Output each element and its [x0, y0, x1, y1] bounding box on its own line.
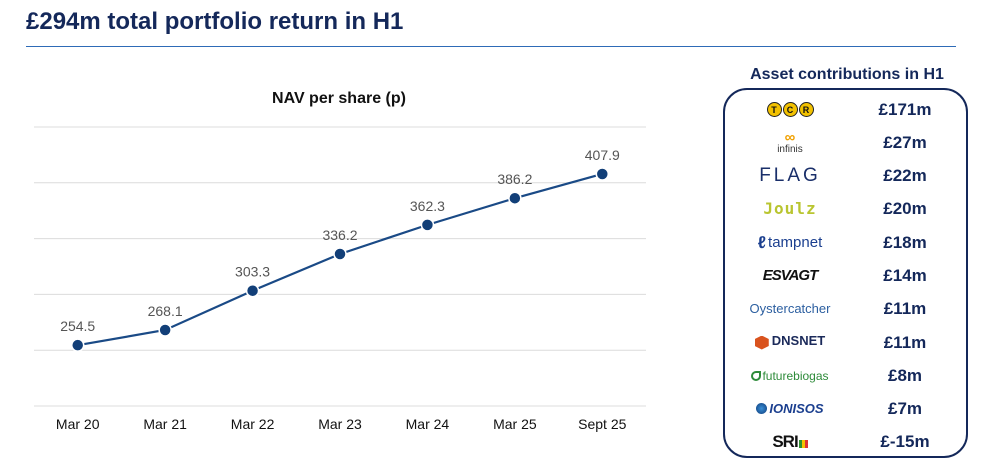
- data-label: 362.3: [410, 198, 445, 214]
- contributions-title: Asset contributions in H1: [750, 66, 944, 83]
- x-tick-label: Sept 25: [578, 416, 626, 432]
- contribution-row-futurebiogas: futurebiogas £8m: [725, 359, 970, 392]
- data-point: [245, 283, 260, 298]
- nav-line-chart: NAV per share (p) Mar 20 Mar 21 Mar 22 Mar …: [34, 90, 646, 432]
- data-label: 254.5: [60, 318, 95, 334]
- data-label: 303.3: [235, 264, 270, 280]
- infinis-logo: ∞ infinis: [777, 129, 803, 155]
- data-point: [420, 218, 435, 232]
- contribution-row-infinis: ∞ infinis £27m: [725, 126, 970, 159]
- gridlines: [34, 126, 646, 407]
- futurebiogas-logo: futurebiogas: [725, 369, 855, 383]
- contribution-row-sri: SRI £-15m: [725, 425, 970, 458]
- dnsnet-logo: DNSNET: [725, 334, 855, 352]
- data-label: 336.2: [322, 227, 357, 243]
- contribution-row-tampnet: ℓ tampnet £18m: [725, 226, 970, 259]
- contribution-value: £7m: [887, 398, 923, 418]
- tampnet-logo: ℓ tampnet: [757, 232, 823, 252]
- data-points: [70, 167, 610, 352]
- data-point: [158, 323, 172, 337]
- contribution-value: £20m: [883, 198, 927, 218]
- data-point: [333, 247, 347, 261]
- contribution-value: £14m: [883, 265, 927, 285]
- contribution-row-oystercatcher: Oystercatcher £11m: [725, 292, 970, 325]
- data-label: 386.2: [497, 171, 532, 187]
- contribution-row-dnsnet: DNSNET £11m: [725, 326, 970, 359]
- x-axis-ticks: Mar 20 Mar 21 Mar 22 Mar 23 Mar 24 Mar 25 Sept…: [56, 416, 627, 432]
- page-title: £294m total portfolio return in H1: [26, 8, 404, 35]
- contribution-value: £22m: [883, 165, 927, 185]
- x-tick-label: Mar 25: [493, 416, 537, 432]
- joulz-logo: Joulz: [763, 199, 817, 218]
- contribution-value: £27m: [883, 132, 927, 152]
- data-point: [595, 167, 610, 181]
- flag-logo: FLAG: [759, 164, 821, 186]
- contribution-value: £11m: [883, 332, 927, 352]
- contribution-value: £171m: [878, 99, 932, 119]
- contribution-value: £8m: [887, 365, 923, 385]
- data-label: 407.9: [585, 147, 620, 163]
- sri-logo: SRI: [725, 432, 855, 452]
- x-tick-label: Mar 24: [406, 416, 450, 432]
- contribution-row-ionisos: IONISOS £7m: [725, 392, 970, 425]
- contribution-row-flag: FLAG £22m: [725, 159, 970, 192]
- data-labels: 254.5 268.1 303.3 336.2 362.3 386.2 407.9: [60, 147, 620, 334]
- contribution-value: £11m: [883, 298, 927, 318]
- title-divider: [26, 46, 956, 47]
- x-tick-label: Mar 23: [318, 416, 362, 432]
- data-label: 268.1: [148, 303, 183, 319]
- contribution-value: £18m: [883, 232, 927, 252]
- x-tick-label: Mar 22: [231, 416, 275, 432]
- esvagt-logo: ESVAGT: [762, 267, 819, 284]
- contribution-row-esvagt: ESVAGT £14m: [725, 259, 970, 292]
- data-point: [508, 191, 522, 205]
- contribution-row-joulz: Joulz £20m: [725, 192, 970, 225]
- oystercatcher-logo: Oystercatcher: [749, 301, 831, 316]
- x-tick-label: Mar 21: [143, 416, 187, 432]
- contribution-value: £-15m: [880, 431, 930, 451]
- chart-title: NAV per share (p): [272, 90, 406, 107]
- ionisos-logo: IONISOS: [725, 401, 855, 416]
- x-tick-label: Mar 20: [56, 416, 100, 432]
- data-point: [70, 338, 85, 352]
